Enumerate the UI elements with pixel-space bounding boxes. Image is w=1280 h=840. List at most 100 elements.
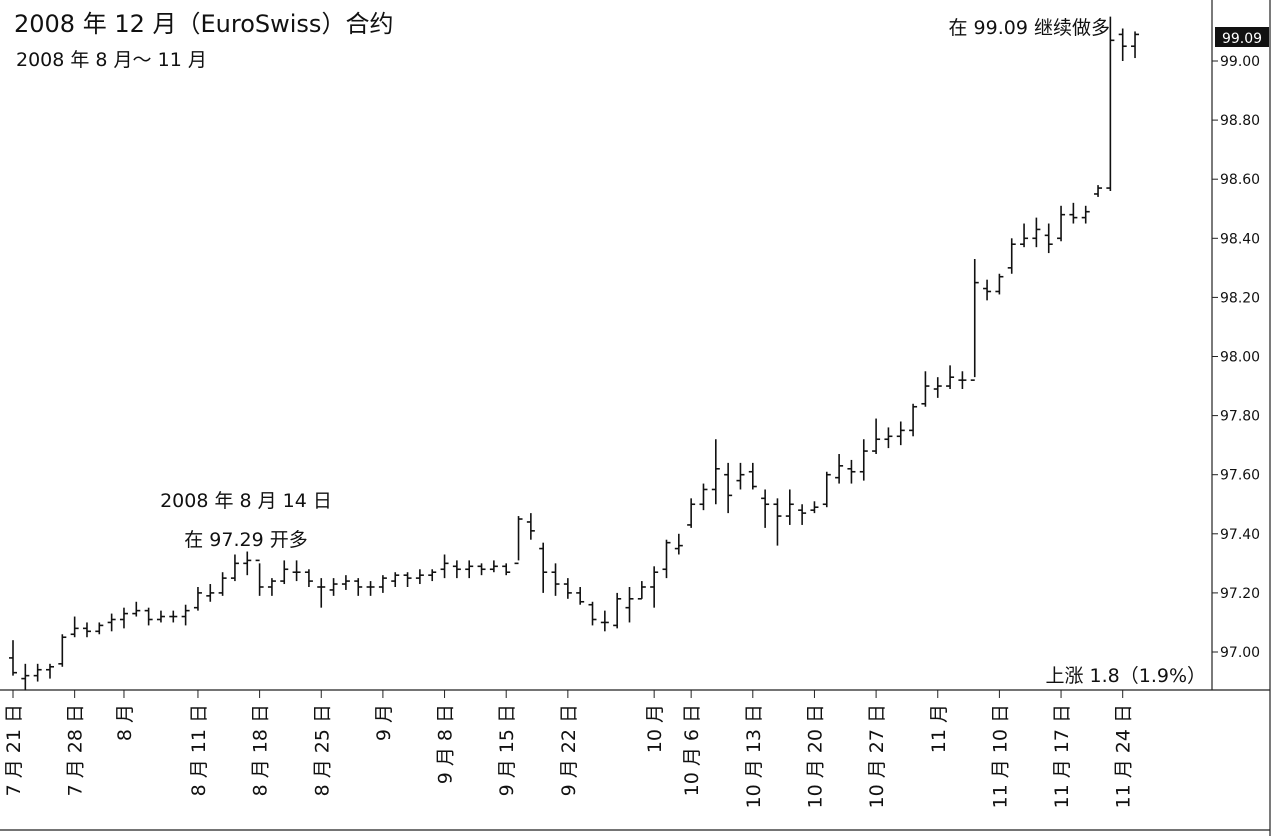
chart-title: 2008 年 12 月（EuroSwiss）合约 bbox=[14, 10, 393, 38]
ohlc-bar bbox=[785, 489, 794, 525]
last-price-label: 99.09 bbox=[1222, 31, 1262, 47]
ohlc-bar bbox=[33, 663, 42, 682]
ohlc-bar bbox=[724, 462, 733, 514]
y-tick-label: 98.40 bbox=[1220, 231, 1260, 247]
ohlc-bar bbox=[933, 377, 942, 398]
ohlc-bar bbox=[674, 533, 683, 555]
ohlc-bar bbox=[403, 572, 412, 587]
ohlc-bar bbox=[995, 273, 1004, 295]
y-tick-label: 97.20 bbox=[1220, 586, 1260, 602]
x-tick-label: 8 月 bbox=[114, 704, 136, 741]
ohlc-bar bbox=[909, 403, 918, 437]
y-tick-label: 97.60 bbox=[1220, 468, 1260, 484]
ohlc-bar bbox=[366, 581, 375, 596]
y-tick-label: 97.80 bbox=[1220, 409, 1260, 425]
ohlc-bar bbox=[230, 554, 239, 582]
ohlc-bar bbox=[440, 554, 449, 579]
x-tick-label: 11 月 17 日 bbox=[1051, 704, 1073, 808]
ohlc-bar bbox=[341, 575, 350, 590]
x-tick-label: 8 月 11 日 bbox=[188, 704, 210, 796]
ohlc-bar bbox=[193, 586, 202, 611]
ohlc-bar bbox=[563, 578, 572, 599]
ohlc-bar bbox=[156, 610, 165, 623]
ohlc-bar bbox=[378, 575, 387, 593]
ohlc-bar bbox=[391, 572, 400, 587]
ohlc-bar bbox=[119, 607, 128, 629]
ohlc-bar bbox=[1118, 28, 1127, 61]
ohlc-bar bbox=[970, 258, 979, 381]
ohlc-bar bbox=[896, 421, 905, 446]
ohlc-bar bbox=[304, 569, 313, 587]
x-tick-label: 9 月 bbox=[373, 704, 395, 741]
ohlc-bar bbox=[292, 560, 301, 582]
x-tick-label: 8 月 18 日 bbox=[250, 704, 272, 796]
ohlc-bar bbox=[1057, 205, 1066, 242]
ohlc-bar bbox=[551, 563, 560, 596]
ohlc-bar bbox=[736, 462, 745, 490]
ohlc-bar bbox=[946, 365, 955, 390]
ohlc-bar bbox=[921, 371, 930, 407]
ohlc-bar bbox=[662, 539, 671, 579]
ohlc-bar bbox=[1044, 223, 1053, 254]
ohlc-bar bbox=[761, 489, 770, 528]
ohlc-bar bbox=[82, 622, 91, 638]
x-tick-label: 7 月 28 日 bbox=[65, 704, 87, 796]
x-tick-label: 9 月 8 日 bbox=[435, 704, 457, 784]
ohlc-bar bbox=[847, 459, 856, 484]
ohlc-bar bbox=[1094, 185, 1103, 197]
ohlc-bar bbox=[1069, 202, 1078, 224]
y-tick-label: 98.00 bbox=[1220, 350, 1260, 366]
ohlc-bar bbox=[107, 613, 116, 632]
x-tick-label: 7 月 21 日 bbox=[3, 704, 25, 796]
ohlc-bar bbox=[958, 371, 967, 390]
ohlc-bar bbox=[329, 578, 338, 596]
x-tick-label: 10 月 20 日 bbox=[804, 704, 826, 808]
ohlc-bar bbox=[1106, 16, 1115, 192]
ohlc-bar bbox=[452, 560, 461, 579]
ohlc-bar bbox=[1020, 223, 1029, 248]
ohlc-bar bbox=[243, 551, 252, 576]
ohlc-bar bbox=[613, 592, 622, 629]
ohlc-bar bbox=[317, 578, 326, 608]
ohlc-bar bbox=[983, 279, 992, 301]
ohlc-bar bbox=[255, 559, 264, 596]
ohlc-bar bbox=[58, 634, 67, 667]
ohlc-bar bbox=[859, 439, 868, 481]
ohlc-bar bbox=[465, 560, 474, 579]
ohlc-bar bbox=[798, 504, 807, 525]
ohlc-bar bbox=[489, 560, 498, 573]
add-long-annotation: 在 99.09 继续做多 bbox=[949, 17, 1110, 39]
ohlc-bar bbox=[280, 560, 289, 585]
x-tick-label: 11 月 bbox=[928, 704, 950, 753]
ohlc-bar bbox=[835, 454, 844, 484]
x-tick-label: 11 月 10 日 bbox=[989, 704, 1011, 808]
ohlc-bar bbox=[526, 513, 535, 540]
x-tick-label: 10 月 27 日 bbox=[866, 704, 888, 808]
ohlc-bar bbox=[502, 563, 511, 576]
ohlc-bar bbox=[699, 483, 708, 511]
x-axis: 7 月 21 日 7 月 28 日 8 月 8 月 11 日 8 月 18 日 8 月 2… bbox=[3, 690, 1135, 808]
ohlc-bar bbox=[95, 622, 104, 635]
y-tick-label: 99.00 bbox=[1220, 54, 1260, 70]
ohlc-bar bbox=[218, 572, 227, 596]
y-axis: 97.00 97.20 97.40 97.60 97.80 98.00 98.20 98.40… bbox=[1212, 54, 1260, 661]
ohlc-bar bbox=[539, 542, 548, 593]
entry-annotation-price: 在 97.29 开多 bbox=[184, 529, 307, 551]
ohlc-bar bbox=[415, 569, 424, 585]
ohlc-bar bbox=[9, 640, 17, 676]
ohlc-bar bbox=[773, 498, 782, 546]
x-tick-label: 10 月 13 日 bbox=[743, 704, 765, 808]
ohlc-bar bbox=[1081, 205, 1090, 224]
ohlc-bar bbox=[1032, 217, 1041, 248]
ohlc-bar bbox=[267, 578, 276, 596]
last-price-box bbox=[1215, 27, 1269, 47]
entry-annotation-date: 2008 年 8 月 14 日 bbox=[160, 490, 332, 512]
chart-subtitle: 2008 年 8 月～ 11 月 bbox=[16, 49, 207, 71]
ohlc-bar bbox=[588, 601, 597, 626]
ohlc-bar bbox=[132, 601, 141, 617]
ohlc-bar bbox=[872, 418, 881, 455]
ohlc-bar bbox=[822, 471, 831, 508]
x-tick-label: 11 月 24 日 bbox=[1113, 704, 1135, 808]
x-tick-label: 9 月 22 日 bbox=[558, 704, 580, 796]
